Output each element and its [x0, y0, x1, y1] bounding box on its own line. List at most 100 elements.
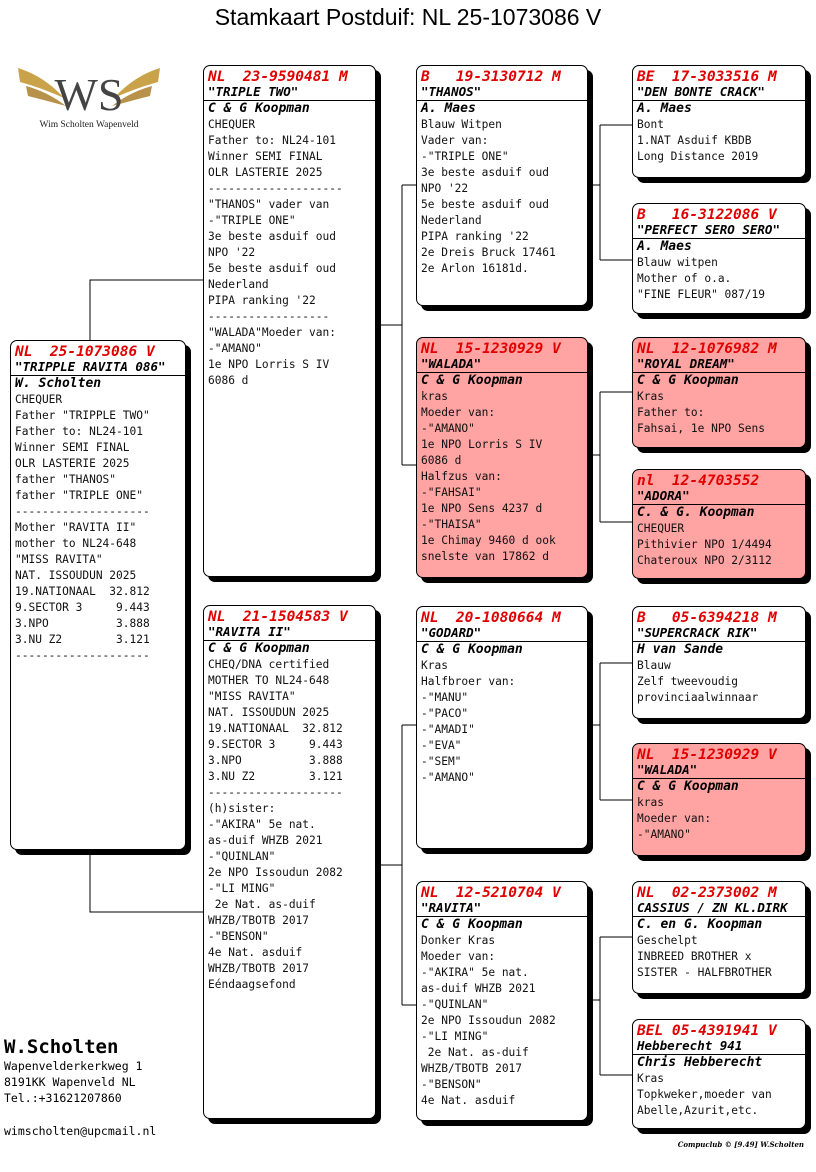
info-line: Mother "RAVITA II" [15, 521, 137, 534]
info-line: 2e Nat. as-duif [208, 898, 316, 911]
breeder-name: W. Scholten [15, 376, 102, 391]
info-line: WHZB/TBOTB 2017 [208, 962, 310, 975]
info-line: SISTER - HALFBROTHER [637, 966, 772, 979]
info-line: 1e NPO Lorris S IV [421, 438, 543, 451]
pigeon-card-fmf[interactable]: NL 12-1076982 M "ROYAL DREAM" C & G Koopma… [632, 337, 806, 448]
ring-number: NL 15-1230929 V [637, 747, 777, 763]
info-line: -"AMANO" [208, 342, 262, 355]
info-line: 3e beste asduif oud [208, 230, 336, 243]
info-line: Kras [421, 659, 448, 672]
info-line: Father to: [637, 406, 705, 419]
breeder-name: C & G Koopman [421, 917, 523, 932]
info-line: as-duif WHZB 2021 [208, 834, 323, 847]
info-line: -"AMANO" [421, 771, 475, 784]
info-line: "THANOS" vader van [208, 198, 330, 211]
info-line: 3.NU Z2 3.121 [208, 770, 343, 783]
ring-number: B 16-3122086 V [637, 207, 777, 223]
breeder-name: Chris Hebberecht [637, 1055, 763, 1070]
pigeon-name: "ROYAL DREAM" [633, 357, 805, 373]
ring-number: NL 02-2373002 M [637, 885, 777, 901]
pigeon-name: Hebberecht 941 [633, 1039, 805, 1055]
info-line: "MISS RAVITA" [15, 553, 103, 566]
info-line: 3.NPO 3.888 [15, 617, 150, 630]
info-line: NAT. ISSOUDUN 2025 [15, 569, 137, 582]
info-line: -------------------- [208, 182, 343, 195]
info-line: -"BENSON" [208, 930, 269, 943]
pigeon-card-mmm[interactable]: BEL 05-4391941 V Hebberecht 941 Chris Hebb… [632, 1019, 806, 1129]
pigeon-card-mmf[interactable]: NL 02-2373002 M CASSIUS / ZN KL.DIRK C. en… [632, 881, 806, 994]
breeder-name: C & G Koopman [637, 779, 739, 794]
info-line: Nederland [208, 278, 269, 291]
info-line: -"AKIRA" 5e nat. [421, 966, 529, 979]
info-line: Blauw witpen [637, 256, 718, 269]
info-line: Blauw [637, 659, 671, 672]
info-line: OLR LASTERIE 2025 [208, 166, 323, 179]
pigeon-card-fff[interactable]: BE 17-3033516 M "DEN BONTE CRACK" A. Maes B… [632, 65, 806, 178]
info-line: -"AMANO" [637, 828, 691, 841]
pigeon-card-mff[interactable]: B 05-6394218 M "SUPERCRACK RIK" H van Sand… [632, 606, 806, 719]
ring-number: BE 17-3033516 M [637, 69, 777, 85]
info-line: 19.NATIONAAL 32.812 [15, 585, 150, 598]
ring-number: NL 20-1080664 M [421, 610, 561, 626]
info-line: Chateroux NPO 2/3112 [637, 554, 772, 567]
info-line: INBREED BROTHER x [637, 950, 752, 963]
info-line: 2e Nat. as-duif [421, 1046, 529, 1059]
info-line: 1e NPO Sens 4237 d [421, 502, 543, 515]
ring-number: NL 12-5210704 V [421, 885, 561, 901]
info-line: -"PACO" [421, 707, 469, 720]
pigeon-card-fmm[interactable]: nl 12-4703552 "ADORA" C. & G. Koopman CHEQU… [632, 469, 806, 579]
breeder-name: H van Sande [637, 642, 724, 657]
breeder-name: C. & G. Koopman [637, 505, 755, 520]
breeder-name: A. Maes [637, 101, 692, 116]
pigeon-name: "WALADA" [417, 357, 587, 373]
pigeon-card-mf[interactable]: NL 20-1080664 M "GODARD" C & G Koopman Kras… [416, 606, 588, 849]
owner-email[interactable]: wimscholten@upcmail.nl [4, 1124, 157, 1138]
info-line: PIPA ranking '22 [208, 294, 316, 307]
pigeon-card-ffm[interactable]: B 16-3122086 V "PERFECT SERO SERO" A. Maes… [632, 203, 806, 314]
info-line: as-duif WHZB 2021 [421, 982, 536, 995]
info-line: ------------------ [208, 310, 330, 323]
info-line: Halfzus van: [421, 470, 502, 483]
breeder-name: A. Maes [421, 101, 476, 116]
info-line: CHEQ/DNA certified [208, 658, 330, 671]
info-line: Abelle,Azurit,etc. [637, 1104, 759, 1117]
info-line: -"AKIRA" 5e nat. [208, 818, 316, 831]
info-line: "WALADA"Moeder van: [208, 326, 336, 339]
info-line: CHEQUER [15, 393, 63, 406]
info-line: Father "TRIPPLE TWO" [15, 409, 150, 422]
pigeon-card-mfm[interactable]: NL 15-1230929 V "WALADA" C & G Koopman kras… [632, 743, 806, 856]
info-line: 2e NPO Issoudun 2082 [421, 1014, 556, 1027]
info-line: snelste van 17862 d [421, 550, 549, 563]
info-line: 1e Chimay 9460 d ook [421, 534, 556, 547]
pigeon-card-mm[interactable]: NL 12-5210704 V "RAVITA" C & G Koopman Donk… [416, 881, 588, 1121]
info-line: -"LI MING" [208, 882, 276, 895]
info-line: 9.SECTOR 3 9.443 [208, 738, 343, 751]
pigeon-card-fm[interactable]: NL 15-1230929 V "WALADA" C & G Koopman kras… [416, 337, 588, 578]
pigeon-card-ff[interactable]: B 19-3130712 M "THANOS" A. Maes Blauw Witpe… [416, 65, 588, 306]
info-line: (h)sister: [208, 802, 276, 815]
info-line: 3.NPO 3.888 [208, 754, 343, 767]
breeder-name: C & G Koopman [637, 373, 739, 388]
pigeon-name: "THANOS" [417, 85, 587, 101]
ring-number: NL 15-1230929 V [421, 341, 561, 357]
info-line: 4e Nat. asduif [421, 1094, 516, 1107]
pigeon-name: "TRIPLE TWO" [204, 85, 375, 101]
info-line: Pithivier NPO 1/4494 [637, 538, 772, 551]
info-line: WHZB/TBOTB 2017 [421, 1062, 523, 1075]
info-line: MOTHER TO NL24-648 [208, 674, 330, 687]
info-line: Moeder van: [421, 406, 496, 419]
breeder-name: C. en G. Koopman [637, 917, 763, 932]
info-line: -"FAHSAI" [421, 486, 482, 499]
pigeon-card-father[interactable]: NL 23-9590481 M "TRIPLE TWO" C & G Koopman… [203, 65, 376, 577]
owner-name: W.Scholten [4, 1036, 119, 1058]
info-line: Father to: NL24-101 [15, 425, 143, 438]
info-line: "FINE FLEUR" 087/19 [637, 288, 765, 301]
info-line: -"EVA" [421, 739, 462, 752]
pigeon-card-mother[interactable]: NL 21-1504583 V "RAVITA II" C & G Koopman C… [203, 605, 376, 1119]
info-line: 3.NU Z2 3.121 [15, 633, 150, 646]
ring-number: B 05-6394218 M [637, 610, 777, 626]
pigeon-card-subject[interactable]: NL 25-1073086 V "TRIPPLE RAVITA 086" W. Sc… [10, 340, 186, 850]
info-line: NAT. ISSOUDUN 2025 [208, 706, 330, 719]
info-line: -"AMANO" [421, 422, 475, 435]
